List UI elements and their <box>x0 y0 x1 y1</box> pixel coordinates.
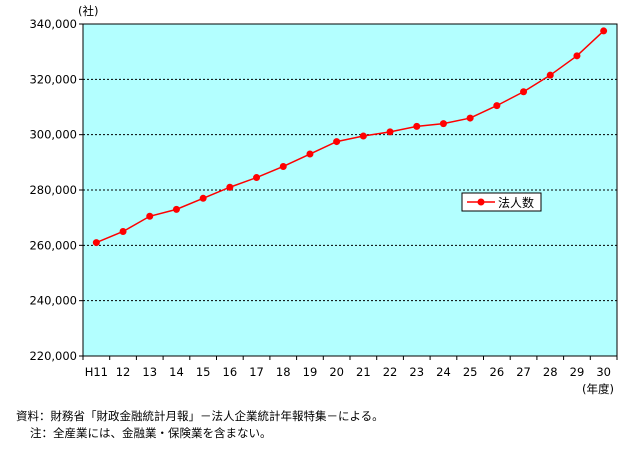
x-tick-label: 18 <box>276 365 291 379</box>
data-point <box>199 194 207 202</box>
line-chart: 220,000 240,000 260,000 280,000 300,000 320,0… <box>29 4 618 396</box>
data-point <box>226 183 234 191</box>
x-tick-label: H11 <box>85 365 108 379</box>
x-tick-label: 23 <box>409 365 424 379</box>
y-tick-label: 240,000 <box>29 294 77 308</box>
x-tick-label: 22 <box>383 365 398 379</box>
data-point <box>600 27 608 35</box>
y-tick-label: 340,000 <box>29 17 77 31</box>
data-point <box>546 71 554 79</box>
footnote: 注：全産業には、金融業・保険業を含まない。 <box>30 426 272 440</box>
data-point <box>146 212 154 220</box>
x-tick-label: 29 <box>570 365 585 379</box>
grid-lines <box>83 78 617 302</box>
y-tick-label: 280,000 <box>29 183 77 197</box>
data-point <box>119 228 127 235</box>
x-tick-label: 14 <box>169 365 184 379</box>
series-layer <box>92 27 608 247</box>
x-axis-ticks: H11 12 13 14 15 16 17 18 19 20 21 22 23 24 25 26 27 28 29 3… <box>82 356 618 379</box>
x-tick-label: 24 <box>436 365 451 379</box>
data-point <box>359 132 367 140</box>
x-tick-label: 26 <box>490 365 505 379</box>
legend-box <box>461 192 542 212</box>
data-point <box>439 120 447 128</box>
series-line <box>96 30 605 244</box>
x-tick-label: 27 <box>516 365 531 379</box>
legend-marker <box>477 198 485 206</box>
x-tick-label: 20 <box>329 365 344 379</box>
data-point <box>92 239 100 247</box>
x-tick-label: 13 <box>142 365 157 379</box>
x-tick-label: 12 <box>116 365 131 379</box>
data-point <box>172 205 180 213</box>
x-axis-label: (年度) <box>582 382 614 396</box>
x-tick-label: 17 <box>249 365 264 379</box>
x-tick-label: 15 <box>196 365 211 379</box>
x-tick-label: 16 <box>223 365 238 379</box>
data-point <box>413 122 421 130</box>
data-point <box>573 52 581 60</box>
y-tick-label: 220,000 <box>29 349 77 363</box>
data-point <box>306 150 314 158</box>
legend-label: 法人数 <box>498 195 534 210</box>
x-tick-label: 19 <box>303 365 318 379</box>
y-tick-label: 300,000 <box>29 128 77 142</box>
x-tick-label: 30 <box>596 365 611 379</box>
data-point <box>279 162 287 170</box>
y-tick-label: 260,000 <box>29 238 77 252</box>
data-point <box>253 174 261 182</box>
y-axis-ticks: 220,000 240,000 260,000 280,000 300,000 320,0… <box>29 17 83 363</box>
source-note: 資料：財務省「財政金融統計月報」－法人企業統計年報特集－による。 <box>16 409 384 423</box>
x-tick-label: 25 <box>463 365 478 379</box>
data-point <box>386 128 394 136</box>
x-tick-label: 28 <box>543 365 558 379</box>
data-point <box>520 88 528 96</box>
data-point <box>466 114 474 122</box>
legend: 法人数 <box>461 192 542 212</box>
data-point <box>493 102 501 110</box>
y-tick-label: 320,000 <box>29 72 77 86</box>
data-point <box>333 138 341 146</box>
y-axis-label: (社) <box>78 4 98 18</box>
x-tick-label: 21 <box>356 365 371 379</box>
